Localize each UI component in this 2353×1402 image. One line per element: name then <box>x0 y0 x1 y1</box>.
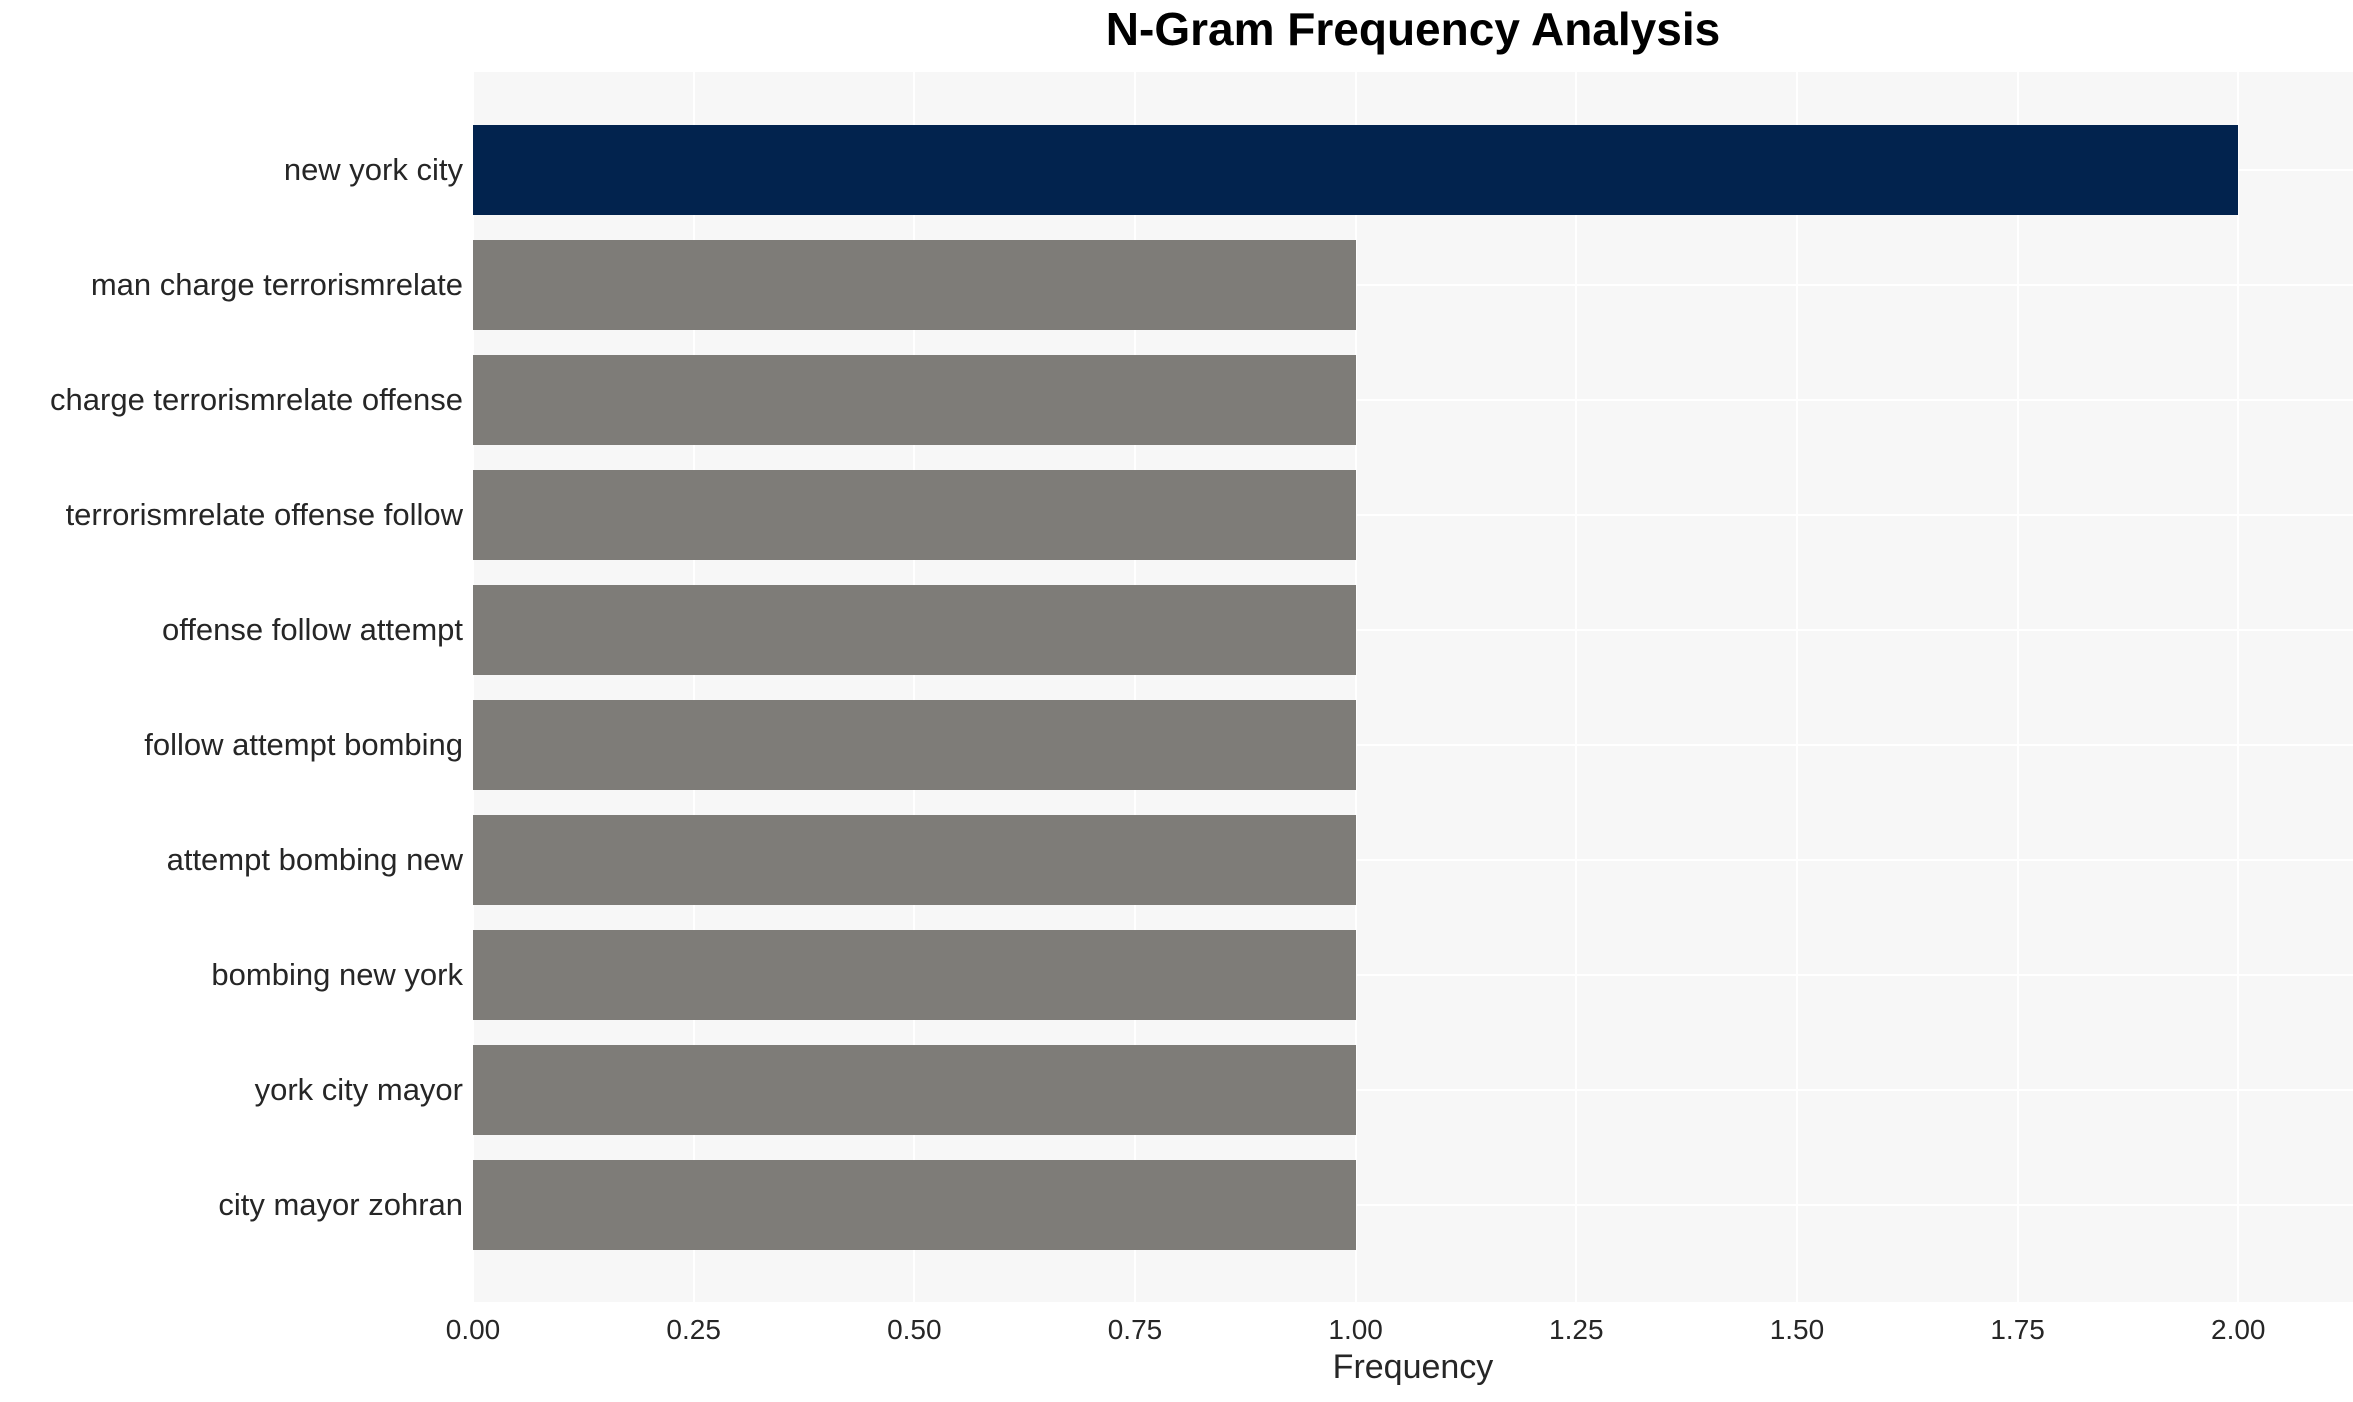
horizontal-gridline <box>473 629 2353 631</box>
y-tick-label: terrorismrelate offense follow <box>65 497 463 532</box>
y-tick-label: city mayor zohran <box>218 1187 463 1222</box>
horizontal-gridline <box>473 859 2353 861</box>
y-tick-label: charge terrorismrelate offense <box>50 382 463 417</box>
vertical-gridline <box>2016 72 2019 1302</box>
horizontal-gridline <box>473 974 2353 976</box>
bar-terrorismrelate-offense-follow <box>473 470 1356 560</box>
vertical-gridline <box>1575 72 1578 1302</box>
y-tick-label: new york city <box>283 152 463 187</box>
horizontal-gridline <box>473 514 2353 516</box>
bar-offense-follow-attempt <box>473 585 1356 675</box>
x-tick-label: 2.00 <box>2211 1314 2266 1345</box>
vertical-gridline <box>1354 72 1357 1302</box>
y-tick-label: follow attempt bombing <box>144 727 463 762</box>
horizontal-gridline <box>473 744 2353 746</box>
horizontal-gridline <box>473 399 2353 401</box>
bar-attempt-bombing-new <box>473 815 1356 905</box>
x-tick-label: 1.75 <box>1990 1314 2045 1345</box>
x-axis-title: Frequency <box>1332 1348 1494 1386</box>
bar-bombing-new-york <box>473 930 1356 1020</box>
vertical-gridline <box>692 72 695 1302</box>
x-tick-label: 1.25 <box>1549 1314 1604 1345</box>
x-tick-label: 1.00 <box>1328 1314 1383 1345</box>
horizontal-gridline <box>473 284 2353 286</box>
vertical-gridline <box>1133 72 1136 1302</box>
bar-charge-terrorismrelate-offense <box>473 355 1356 445</box>
y-tick-label: man charge terrorismrelate <box>90 267 463 302</box>
vertical-gridline <box>1795 72 1798 1302</box>
bar-new-york-city <box>473 125 2239 215</box>
x-tick-label: 0.75 <box>1107 1314 1163 1345</box>
x-tick-label: 0.50 <box>887 1314 942 1345</box>
y-tick-label: attempt bombing new <box>166 842 463 877</box>
vertical-gridline <box>472 72 474 1302</box>
y-tick-label: bombing new york <box>211 957 463 992</box>
x-tick-label: 0.25 <box>666 1314 721 1345</box>
bar-man-charge-terrorismrelate <box>473 240 1356 330</box>
vertical-gridline <box>913 72 916 1302</box>
horizontal-gridline <box>473 1204 2353 1206</box>
chart-title: N-Gram Frequency Analysis <box>1105 3 1721 55</box>
x-tick-label: 1.50 <box>1769 1314 1825 1345</box>
bar-city-mayor-zohran <box>473 1160 1356 1250</box>
y-tick-label: offense follow attempt <box>162 612 463 647</box>
bar-follow-attempt-bombing <box>473 700 1356 790</box>
plot-area <box>472 72 2353 1302</box>
y-tick-label: york city mayor <box>254 1072 463 1107</box>
x-tick-label: 0.00 <box>445 1314 501 1345</box>
bar-york-city-mayor <box>473 1045 1356 1135</box>
horizontal-gridline <box>473 1089 2353 1091</box>
vertical-gridline <box>2237 72 2240 1302</box>
